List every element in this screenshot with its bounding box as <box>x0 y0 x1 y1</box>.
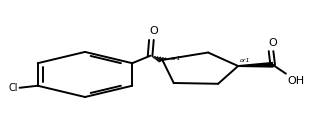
Text: Cl: Cl <box>8 83 18 93</box>
Text: or1: or1 <box>171 56 181 61</box>
Polygon shape <box>238 63 273 67</box>
Text: O: O <box>149 26 158 36</box>
Text: O: O <box>268 38 277 48</box>
Text: or1: or1 <box>240 58 250 63</box>
Text: OH: OH <box>287 76 304 86</box>
